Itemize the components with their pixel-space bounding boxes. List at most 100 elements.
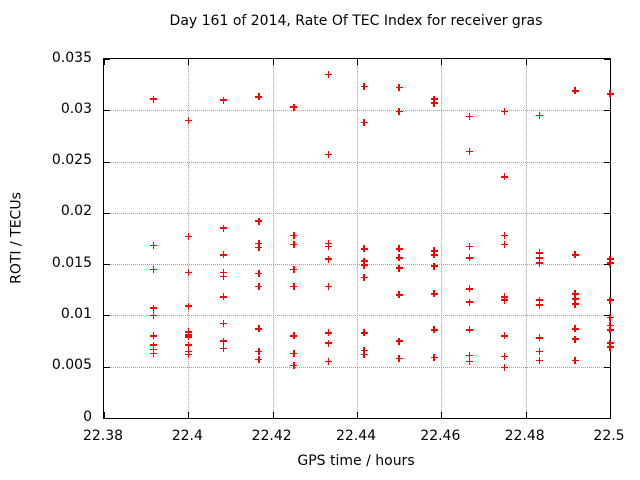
y-gridline: [104, 161, 610, 163]
data-point-marker: [325, 329, 333, 337]
y-tick-mark: [604, 315, 610, 317]
data-point-marker: [571, 300, 579, 308]
data-point-marker: [360, 350, 368, 358]
data-point-marker: [536, 254, 544, 262]
data-point-marker: [255, 347, 263, 355]
data-point-marker: [606, 322, 614, 330]
data-point-marker: [255, 325, 263, 333]
data-point-marker: [430, 247, 438, 255]
y-tick-label: 0.03: [60, 100, 92, 117]
data-point-marker: [536, 347, 544, 355]
data-point-marker: [536, 334, 544, 342]
data-point-marker: [149, 311, 157, 319]
data-point-marker: [219, 293, 227, 301]
data-point-marker: [501, 173, 509, 181]
data-point-marker: [501, 231, 509, 239]
y-gridline: [104, 264, 610, 266]
data-point-marker: [219, 268, 227, 276]
data-point-marker: [325, 150, 333, 158]
data-point-marker: [466, 243, 474, 251]
x-tick-mark: [525, 59, 527, 65]
data-point-marker: [571, 357, 579, 365]
data-point-marker: [184, 302, 192, 310]
data-point-marker: [184, 117, 192, 125]
y-tick-label: 0.025: [51, 152, 92, 169]
data-point-marker: [360, 329, 368, 337]
data-point-marker: [219, 251, 227, 259]
data-point-marker: [325, 339, 333, 347]
data-point-marker: [255, 217, 263, 225]
y-tick-label: 0.005: [51, 357, 92, 374]
x-tick-mark: [272, 412, 274, 418]
data-point-marker: [360, 119, 368, 127]
data-point-marker: [149, 242, 157, 250]
y-tick-mark: [104, 161, 110, 163]
data-point-marker: [466, 147, 474, 155]
data-point-marker: [325, 255, 333, 263]
x-tick-mark: [104, 59, 105, 65]
data-point-marker: [606, 326, 614, 334]
x-tick-mark: [188, 412, 190, 418]
x-axis-label: GPS time / hours: [297, 453, 415, 469]
y-tick-mark: [604, 110, 610, 112]
y-tick-mark: [604, 418, 610, 419]
data-point-marker: [466, 112, 474, 120]
data-point-marker: [536, 357, 544, 365]
data-point-marker: [219, 224, 227, 232]
data-point-marker: [290, 241, 298, 249]
data-point-marker: [149, 304, 157, 312]
y-tick-label: 0.035: [51, 49, 92, 66]
data-point-marker: [606, 90, 614, 98]
data-point-marker: [290, 349, 298, 357]
y-gridline: [104, 366, 610, 368]
data-point-marker: [149, 332, 157, 340]
data-point-marker: [466, 298, 474, 306]
data-point-marker: [325, 358, 333, 366]
data-point-marker: [219, 272, 227, 280]
data-point-marker: [430, 99, 438, 107]
data-point-marker: [149, 349, 157, 357]
x-tick-mark: [441, 412, 443, 418]
y-tick-mark: [604, 59, 610, 60]
data-point-marker: [360, 257, 368, 265]
y-tick-label: 0.01: [60, 305, 92, 322]
data-point-marker: [466, 285, 474, 293]
data-point-marker: [360, 245, 368, 253]
data-point-marker: [571, 87, 579, 95]
x-tick-mark: [357, 412, 358, 418]
data-point-marker: [395, 264, 403, 272]
x-tick-mark: [610, 412, 611, 418]
data-point-marker: [395, 107, 403, 115]
x-tick-mark: [441, 59, 443, 65]
y-tick-label: 0: [83, 408, 92, 425]
data-point-marker: [430, 290, 438, 298]
data-point-marker: [430, 326, 438, 334]
data-point-marker: [360, 261, 368, 269]
y-tick-mark: [104, 59, 110, 60]
data-point-marker: [325, 283, 333, 291]
data-point-marker: [395, 355, 403, 362]
y-gridline: [104, 110, 610, 112]
data-point-marker: [466, 326, 474, 334]
x-tick-label: 22.38: [82, 428, 124, 444]
data-point-marker: [149, 95, 157, 103]
x-tick-label: 22.5: [593, 428, 625, 444]
data-point-marker: [571, 290, 579, 298]
data-point-marker: [395, 291, 403, 299]
x-tick-label: 22.46: [420, 428, 461, 444]
plot-area: [103, 58, 614, 419]
y-tick-mark: [604, 161, 610, 163]
data-point-marker: [360, 273, 368, 281]
data-point-marker: [255, 93, 263, 101]
data-point-marker: [571, 335, 579, 343]
data-point-marker: [184, 341, 192, 349]
data-point-marker: [501, 241, 509, 249]
data-point-marker: [360, 346, 368, 354]
x-tick-label: 22.48: [504, 428, 545, 444]
data-point-marker: [571, 295, 579, 303]
data-point-marker: [219, 320, 227, 328]
x-tick-mark: [188, 59, 190, 65]
data-point-marker: [430, 353, 438, 361]
y-gridline: [104, 212, 610, 214]
